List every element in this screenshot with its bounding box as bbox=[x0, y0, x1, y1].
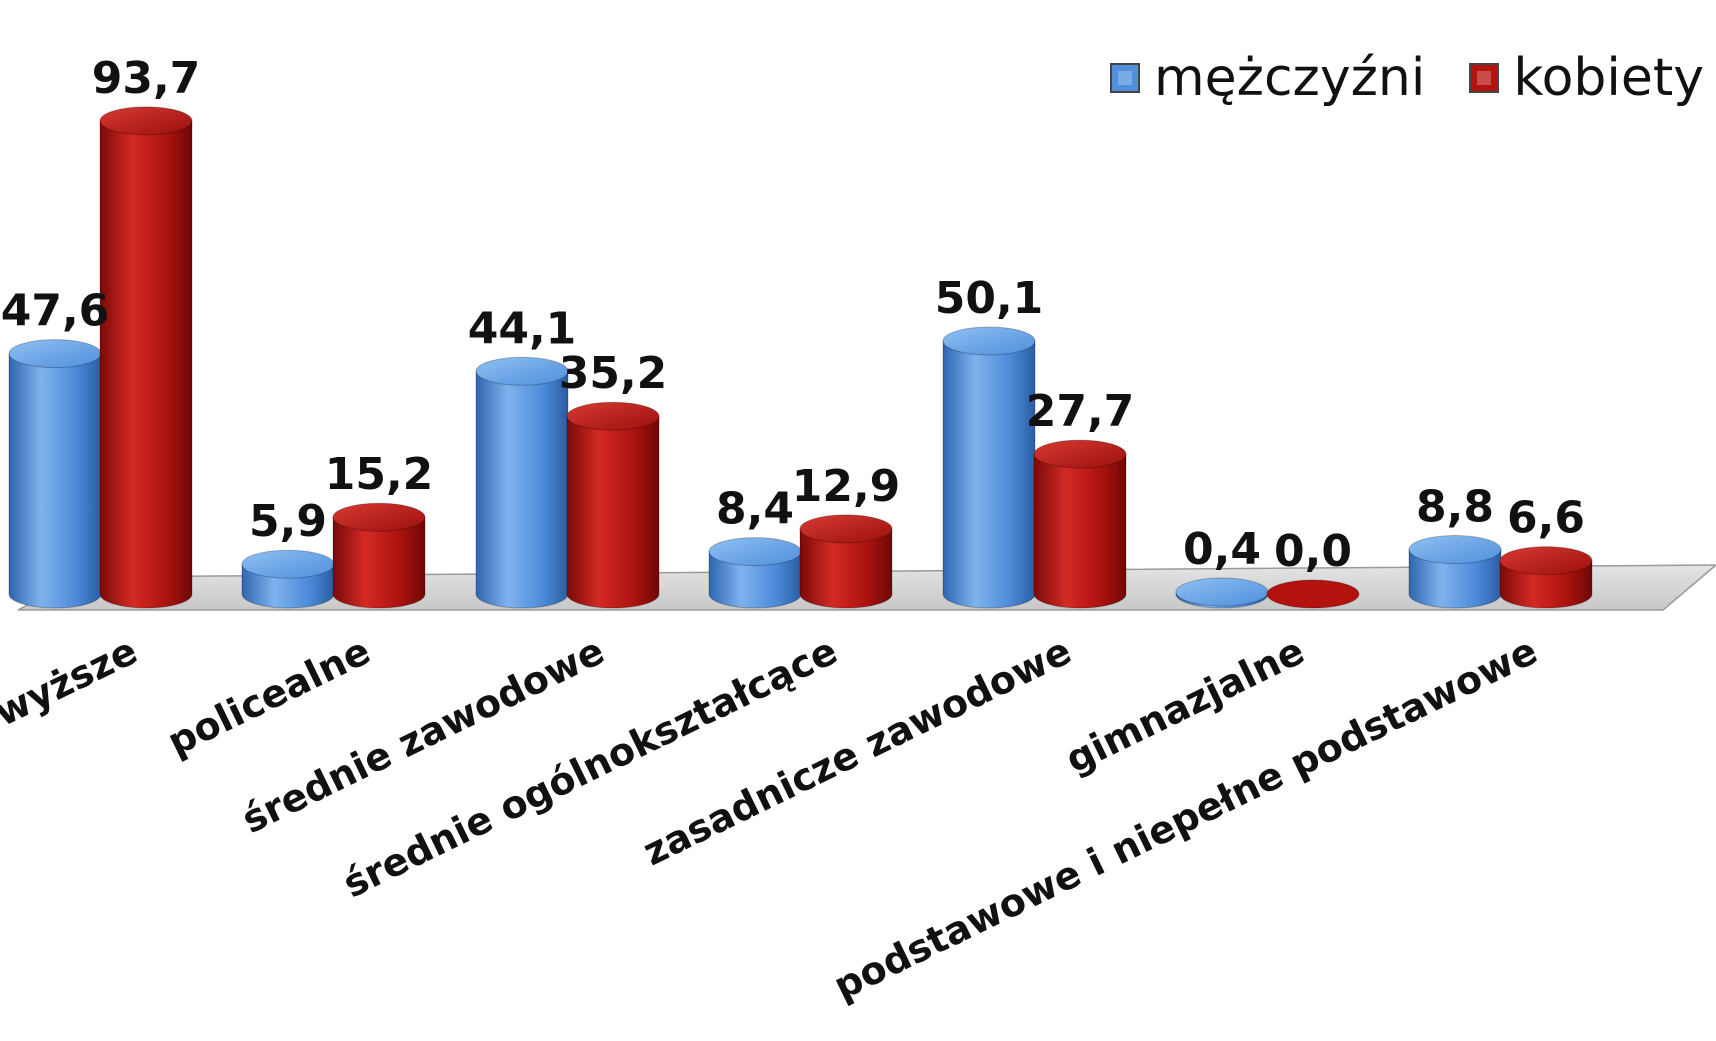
bar-top bbox=[99, 106, 193, 136]
legend-item-men: mężczyźni bbox=[1110, 48, 1425, 108]
value-label-men-5: 50,1 bbox=[935, 273, 1044, 324]
value-label-men-7: 8,8 bbox=[1416, 482, 1494, 533]
bar-women-1 bbox=[99, 106, 193, 609]
value-label-women-7: 6,6 bbox=[1507, 493, 1585, 544]
category-label-1: wyższe bbox=[0, 629, 144, 735]
bar-body bbox=[332, 516, 426, 609]
bar-top bbox=[708, 537, 802, 567]
bar-women-4 bbox=[799, 514, 893, 609]
bar-body bbox=[1033, 453, 1127, 609]
bar-women-3 bbox=[566, 401, 660, 609]
legend-label-men: mężczyźni bbox=[1154, 48, 1426, 108]
bar-women-5 bbox=[1033, 439, 1127, 609]
bar-top bbox=[241, 549, 335, 579]
bar-body bbox=[1408, 549, 1502, 609]
value-label-women-6: 0,0 bbox=[1274, 526, 1352, 577]
bar-body bbox=[566, 415, 660, 609]
bar-top bbox=[1408, 535, 1502, 565]
value-label-women-4: 12,9 bbox=[792, 461, 901, 512]
bar-top bbox=[942, 326, 1036, 356]
legend-swatch-men bbox=[1110, 63, 1140, 93]
bar-top bbox=[332, 502, 426, 532]
legend: mężczyźni kobiety bbox=[1110, 48, 1716, 108]
value-labels-layer: 47,6 93,7 5,915,2 44,135,2 8,412,9 50,1 27,7 0,… bbox=[1, 53, 1585, 577]
bar-men-3 bbox=[475, 356, 569, 609]
value-label-women-5: 27,7 bbox=[1026, 386, 1135, 437]
value-label-men-2: 5,9 bbox=[249, 496, 327, 547]
category-label-5: zasadnicze zawodowe bbox=[636, 629, 1078, 875]
bar-women-2 bbox=[332, 502, 426, 609]
value-label-women-1: 93,7 bbox=[92, 53, 201, 104]
bar-men-6 bbox=[1175, 577, 1269, 609]
value-label-men-4: 8,4 bbox=[716, 484, 794, 535]
value-label-men-6: 0,4 bbox=[1183, 524, 1261, 575]
legend-item-women: kobiety bbox=[1469, 48, 1704, 108]
value-label-women-2: 15,2 bbox=[325, 449, 434, 500]
value-label-men-1: 47,6 bbox=[1, 286, 110, 337]
bar-body bbox=[475, 370, 569, 609]
bar-men-7 bbox=[1408, 535, 1502, 609]
bar-body bbox=[708, 551, 802, 609]
bar-top bbox=[1499, 546, 1593, 576]
bar-top bbox=[1266, 579, 1360, 609]
value-label-women-3: 35,2 bbox=[559, 348, 668, 399]
bar-men-5 bbox=[942, 326, 1036, 609]
bar-top bbox=[8, 339, 102, 369]
bar-men-4 bbox=[708, 537, 802, 609]
bar-body bbox=[942, 340, 1036, 609]
bar-body bbox=[8, 353, 102, 609]
legend-label-women: kobiety bbox=[1513, 48, 1704, 108]
bar-men-1 bbox=[8, 339, 102, 609]
bar-top bbox=[799, 514, 893, 544]
bar-body bbox=[799, 528, 893, 609]
bars-layer bbox=[8, 106, 1593, 609]
bar-top bbox=[475, 356, 569, 386]
bar-men-2 bbox=[241, 549, 335, 609]
bar-top bbox=[1033, 439, 1127, 469]
category-label-2: policealne bbox=[161, 629, 377, 765]
bar-top bbox=[1175, 577, 1269, 607]
bar-top bbox=[566, 401, 660, 431]
legend-swatch-women bbox=[1469, 63, 1500, 93]
bar-women-6 bbox=[1266, 579, 1360, 609]
value-label-men-3: 44,1 bbox=[468, 303, 577, 354]
bar-women-7 bbox=[1499, 546, 1593, 609]
bar-body bbox=[99, 120, 193, 609]
